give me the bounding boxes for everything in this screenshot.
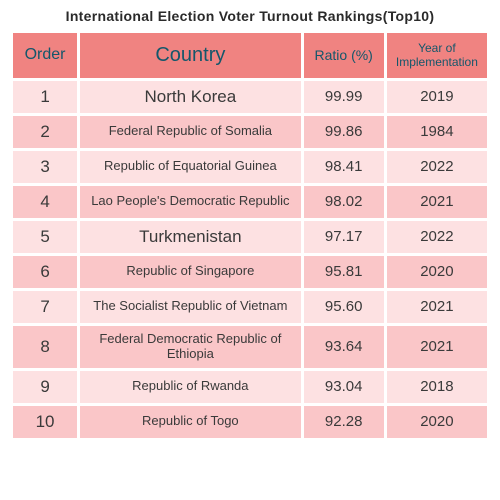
- cell-year: 1984: [387, 116, 487, 148]
- cell-year: 2020: [387, 256, 487, 288]
- page-title: International Election Voter Turnout Ran…: [10, 8, 490, 24]
- cell-order: 5: [13, 221, 77, 253]
- cell-order: 8: [13, 326, 77, 368]
- cell-ratio: 92.28: [304, 406, 384, 438]
- cell-country: Lao People's Democratic Republic: [80, 186, 300, 218]
- cell-country: Turkmenistan: [80, 221, 300, 253]
- cell-year: 2018: [387, 371, 487, 403]
- cell-ratio: 99.86: [304, 116, 384, 148]
- cell-ratio: 99.99: [304, 81, 384, 113]
- cell-order: 9: [13, 371, 77, 403]
- cell-ratio: 95.60: [304, 291, 384, 323]
- table-row: 1North Korea99.992019: [13, 81, 487, 113]
- cell-ratio: 97.17: [304, 221, 384, 253]
- cell-country: Republic of Singapore: [80, 256, 300, 288]
- cell-order: 2: [13, 116, 77, 148]
- col-header-ratio: Ratio (%): [304, 33, 384, 78]
- cell-ratio: 93.64: [304, 326, 384, 368]
- cell-country: Republic of Rwanda: [80, 371, 300, 403]
- cell-year: 2021: [387, 326, 487, 368]
- cell-order: 6: [13, 256, 77, 288]
- table-row: 2Federal Republic of Somalia99.861984: [13, 116, 487, 148]
- col-header-year: Year of Implementation: [387, 33, 487, 78]
- table-row: 8Federal Democratic Republic of Ethiopia…: [13, 326, 487, 368]
- col-header-country: Country: [80, 33, 300, 78]
- cell-country: The Socialist Republic of Vietnam: [80, 291, 300, 323]
- cell-year: 2021: [387, 186, 487, 218]
- cell-order: 10: [13, 406, 77, 438]
- table-row: 4Lao People's Democratic Republic98.0220…: [13, 186, 487, 218]
- cell-order: 7: [13, 291, 77, 323]
- cell-year: 2022: [387, 221, 487, 253]
- cell-country: Federal Republic of Somalia: [80, 116, 300, 148]
- cell-year: 2020: [387, 406, 487, 438]
- table-row: 10Republic of Togo92.282020: [13, 406, 487, 438]
- cell-ratio: 95.81: [304, 256, 384, 288]
- table-row: 9Republic of Rwanda93.042018: [13, 371, 487, 403]
- cell-country: Federal Democratic Republic of Ethiopia: [80, 326, 300, 368]
- table-row: 3Republic of Equatorial Guinea98.412022: [13, 151, 487, 183]
- cell-order: 4: [13, 186, 77, 218]
- col-header-order: Order: [13, 33, 77, 78]
- cell-country: Republic of Equatorial Guinea: [80, 151, 300, 183]
- cell-order: 1: [13, 81, 77, 113]
- rankings-table: Order Country Ratio (%) Year of Implemen…: [10, 30, 490, 441]
- cell-order: 3: [13, 151, 77, 183]
- cell-country: Republic of Togo: [80, 406, 300, 438]
- cell-year: 2022: [387, 151, 487, 183]
- cell-ratio: 93.04: [304, 371, 384, 403]
- table-header-row: Order Country Ratio (%) Year of Implemen…: [13, 33, 487, 78]
- cell-year: 2021: [387, 291, 487, 323]
- cell-ratio: 98.41: [304, 151, 384, 183]
- cell-country: North Korea: [80, 81, 300, 113]
- table-row: 6Republic of Singapore95.812020: [13, 256, 487, 288]
- cell-ratio: 98.02: [304, 186, 384, 218]
- cell-year: 2019: [387, 81, 487, 113]
- table-row: 7The Socialist Republic of Vietnam95.602…: [13, 291, 487, 323]
- table-row: 5Turkmenistan97.172022: [13, 221, 487, 253]
